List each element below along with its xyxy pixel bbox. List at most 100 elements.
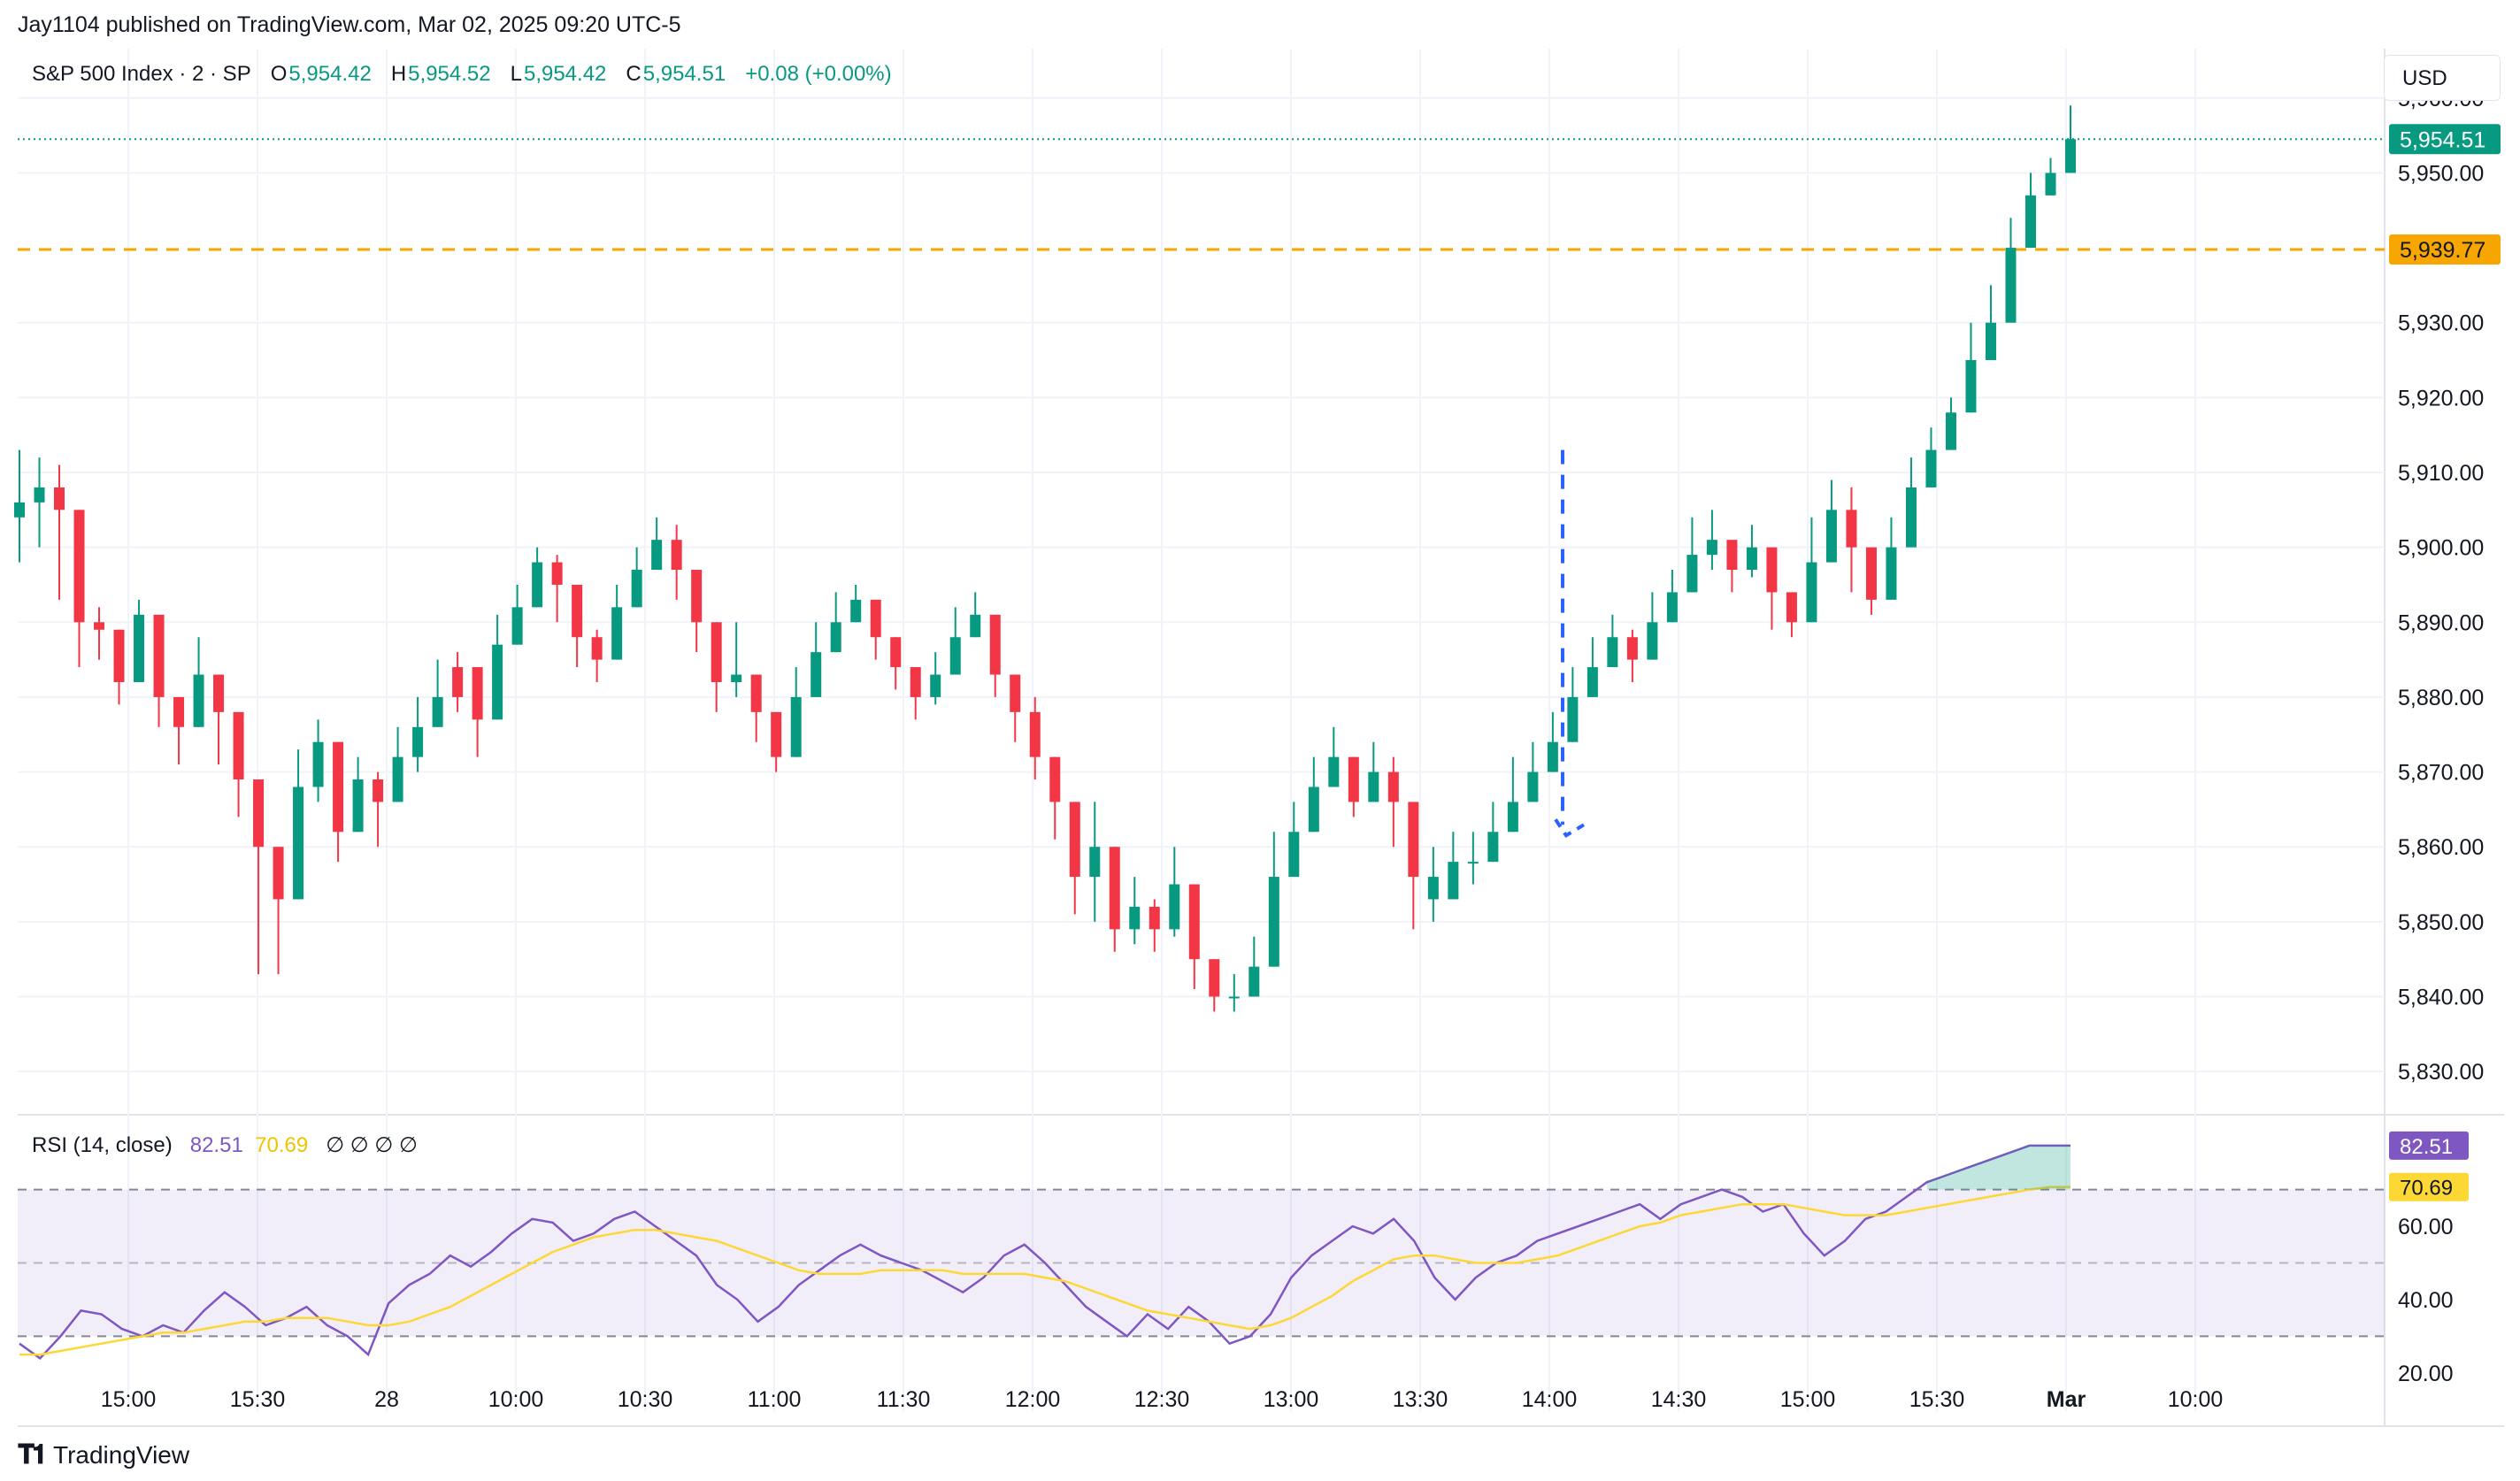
- time-tick-label: Mar: [2047, 1387, 2086, 1412]
- rsi-legend[interactable]: RSI (14, close) 82.51 70.69 ∅ ∅ ∅ ∅: [32, 1132, 418, 1158]
- candle-body: [1268, 877, 1279, 967]
- price-tick-label: 5,860.00: [2398, 835, 2484, 860]
- level-price-label: 5,939.77: [2400, 238, 2485, 263]
- candle-body: [1348, 756, 1359, 802]
- rsi-ma-line: [19, 1186, 2071, 1356]
- candle-body: [989, 614, 1001, 675]
- candle-body: [1607, 637, 1618, 668]
- candle-body: [1905, 487, 1917, 548]
- candle-body: [14, 502, 25, 518]
- candle-body: [611, 607, 623, 660]
- rsi-ma-axis-label: 70.69: [2400, 1177, 2453, 1201]
- rsi-tick-label: 20.00: [2398, 1362, 2454, 1386]
- time-tick-label: 13:00: [1264, 1387, 1319, 1412]
- rsi-overbought-fill: [1926, 1145, 2071, 1190]
- candle-body: [551, 562, 563, 585]
- candle-body: [1188, 884, 1200, 960]
- time-tick-label: 10:00: [488, 1387, 544, 1412]
- tradingview-logo-icon: 𝐓𝟏: [18, 1440, 47, 1469]
- price-tick-label: 5,950.00: [2398, 161, 2484, 186]
- candle-body: [1567, 696, 1579, 742]
- candle-body: [890, 637, 902, 668]
- candle-body: [1825, 510, 1837, 563]
- candle-body: [472, 667, 483, 720]
- candle-body: [432, 696, 443, 727]
- candle-body: [511, 607, 523, 645]
- candle-body: [1965, 360, 1977, 413]
- symbol-legend[interactable]: S&P 500 Index · 2 · SP O5,954.42 H5,954.…: [32, 62, 894, 87]
- brand-name: TradingView: [53, 1441, 190, 1469]
- time-tick-label: 10:30: [618, 1387, 673, 1412]
- candle-body: [2045, 173, 2056, 196]
- candle-body: [1487, 832, 1499, 863]
- low-label: L: [510, 62, 522, 86]
- open-value: 5,954.42: [288, 62, 372, 86]
- time-tick-label: 12:00: [1005, 1387, 1061, 1412]
- candle-body: [34, 487, 45, 503]
- candle-body: [1985, 322, 1996, 361]
- tradingview-brand[interactable]: 𝐓𝟏 TradingView: [18, 1440, 189, 1470]
- candle-body: [2065, 139, 2076, 173]
- time-tick-label: 14:30: [1651, 1387, 1707, 1412]
- candle-body: [591, 637, 603, 660]
- candle-body: [711, 622, 722, 682]
- rsi-value-axis-label: 82.51: [2400, 1135, 2453, 1159]
- candle-body: [1448, 862, 1459, 900]
- high-value: 5,954.52: [408, 62, 491, 86]
- symbol-name: S&P 500 Index · 2 · SP: [32, 62, 251, 86]
- candle-body: [1726, 540, 1738, 571]
- candle-body: [930, 674, 941, 697]
- candle-body: [1846, 510, 1857, 548]
- candle-body: [1925, 449, 1937, 487]
- candle-body: [1786, 592, 1797, 623]
- candle-body: [1169, 884, 1180, 930]
- rsi-pane: [18, 1144, 2385, 1360]
- candle-body: [1129, 906, 1141, 930]
- close-label: C: [626, 62, 642, 86]
- level-label-bg: [2389, 234, 2501, 265]
- time-tick-label: 15:30: [1909, 1387, 1965, 1412]
- candle-body: [1647, 622, 1658, 660]
- rsi-line: [19, 1144, 2071, 1360]
- candle-body: [333, 741, 344, 833]
- vertical-marker-arrow: [1554, 818, 1586, 838]
- candle-body: [1427, 877, 1439, 900]
- currency-button[interactable]: USD: [2384, 55, 2501, 101]
- candle-body: [771, 711, 782, 757]
- candle-body: [1029, 711, 1041, 757]
- candle-body: [1109, 847, 1120, 930]
- candle-body: [949, 637, 961, 675]
- candle-body: [1408, 802, 1419, 878]
- rsi-ma-label-bg: [2389, 1172, 2469, 1201]
- candle-body: [1149, 906, 1160, 930]
- rsi-tick-label: 40.00: [2398, 1288, 2454, 1313]
- candle-body: [1886, 547, 1897, 600]
- candle-body: [1010, 674, 1021, 712]
- candle-body: [1626, 637, 1638, 660]
- candle-body: [1049, 756, 1061, 802]
- time-tick-label: 15:00: [101, 1387, 157, 1412]
- candle-body: [532, 562, 543, 608]
- rsi-name: RSI (14, close): [32, 1133, 173, 1157]
- rsi-value: 82.51: [189, 1133, 243, 1157]
- time-tick-label: 10:00: [2168, 1387, 2224, 1412]
- candle-body: [970, 614, 981, 638]
- candle-body: [1288, 832, 1300, 878]
- candle-body: [312, 741, 324, 787]
- candle-body: [1507, 802, 1518, 833]
- candle-body: [631, 570, 642, 608]
- candle-body: [193, 674, 204, 727]
- candle-body: [273, 847, 284, 900]
- price-tick-label: 5,910.00: [2398, 461, 2484, 486]
- candle-body: [1686, 555, 1698, 593]
- candle-body: [153, 614, 165, 697]
- candle-body: [1328, 756, 1340, 787]
- candle-body: [1308, 787, 1319, 833]
- price-tick-label: 5,920.00: [2398, 386, 2484, 411]
- candle-body: [651, 540, 663, 571]
- last-price-label: 5,954.51: [2400, 127, 2485, 152]
- open-label: O: [270, 62, 288, 86]
- time-tick-label: 15:30: [230, 1387, 286, 1412]
- candle-body: [54, 487, 65, 510]
